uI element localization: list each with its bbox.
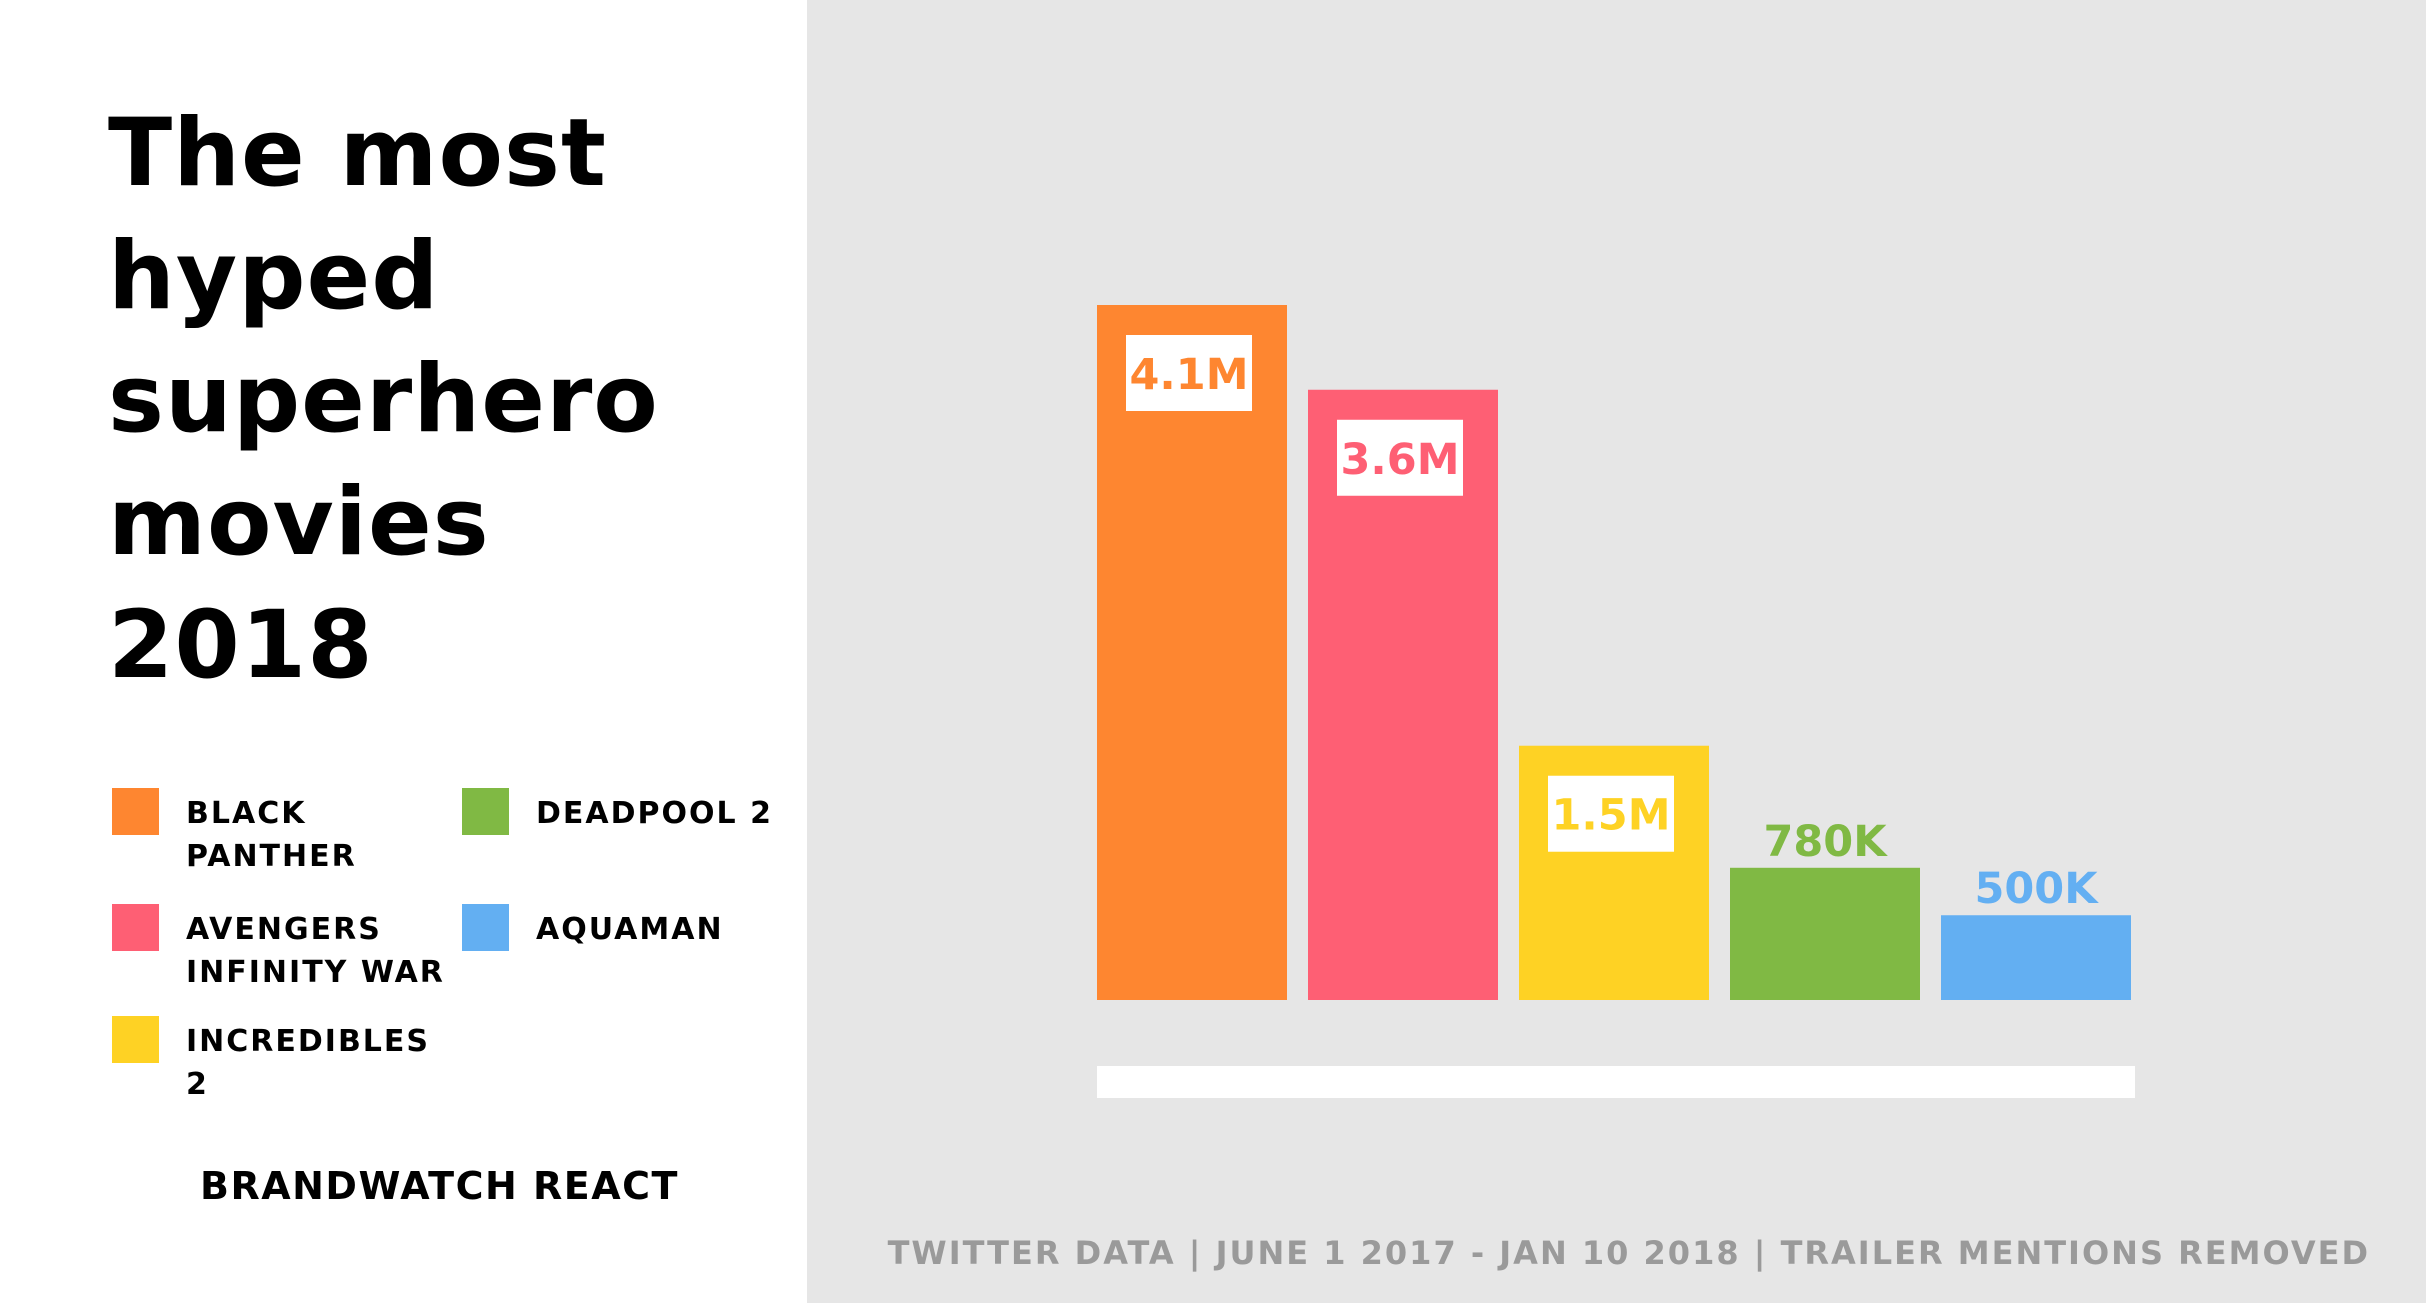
data-label-box-black-panther <box>1126 335 1252 411</box>
chart-panel: 4.1M 3.6M 1.5M 780K 500K TWITTER DATA | JUNE… <box>807 0 2426 1303</box>
bar-deadpool-2 <box>1730 867 1920 1000</box>
data-label-box-incredibles-2 <box>1548 775 1674 852</box>
data-label-black-panther: 4.1M <box>1130 350 1249 400</box>
legend-swatch-deadpool-2 <box>462 788 509 835</box>
data-label-avengers-infinity-war: 3.6M <box>1341 435 1460 485</box>
left-panel: The most hyped superhero movies 2018 BLA… <box>0 0 807 1303</box>
baseline-strip <box>1097 1066 2135 1098</box>
data-label-incredibles-2: 1.5M <box>1552 791 1671 841</box>
legend-label-incredibles-2: INCREDIBLES 2 <box>186 1024 431 1102</box>
bar-black-panther <box>1097 305 1287 1000</box>
legend-swatch-black-panther <box>112 788 159 835</box>
data-label-box-avengers-infinity-war <box>1337 419 1463 496</box>
legend-swatch-incredibles-2 <box>112 1016 159 1063</box>
legend-label-avengers-infinity-war: AVENGERS INFINITY WAR <box>186 912 445 990</box>
bar-aquaman <box>1941 915 2131 1000</box>
data-label-deadpool-2: 780K <box>1763 817 1888 867</box>
bar-chart: 4.1M 3.6M 1.5M 780K 500K <box>1097 305 2135 1098</box>
legend-label-black-panther: BLACK PANTHER <box>186 796 357 874</box>
chart-title: The most hyped superhero movies 2018 <box>108 99 659 700</box>
brand-name: BRANDWATCH REACT <box>200 1164 679 1208</box>
bars-layer: 4.1M 3.6M 1.5M 780K 500K <box>1097 305 2131 1000</box>
footnote: TWITTER DATA | JUNE 1 2017 - JAN 10 2018… <box>887 1234 2370 1272</box>
legend-label-aquaman: AQUAMAN <box>536 912 724 947</box>
data-label-aquaman: 500K <box>1974 864 2099 914</box>
legend-swatch-avengers-infinity-war <box>112 904 159 951</box>
legend-label-deadpool-2: DEADPOOL 2 <box>536 796 773 831</box>
legend-swatch-aquaman <box>462 904 509 951</box>
